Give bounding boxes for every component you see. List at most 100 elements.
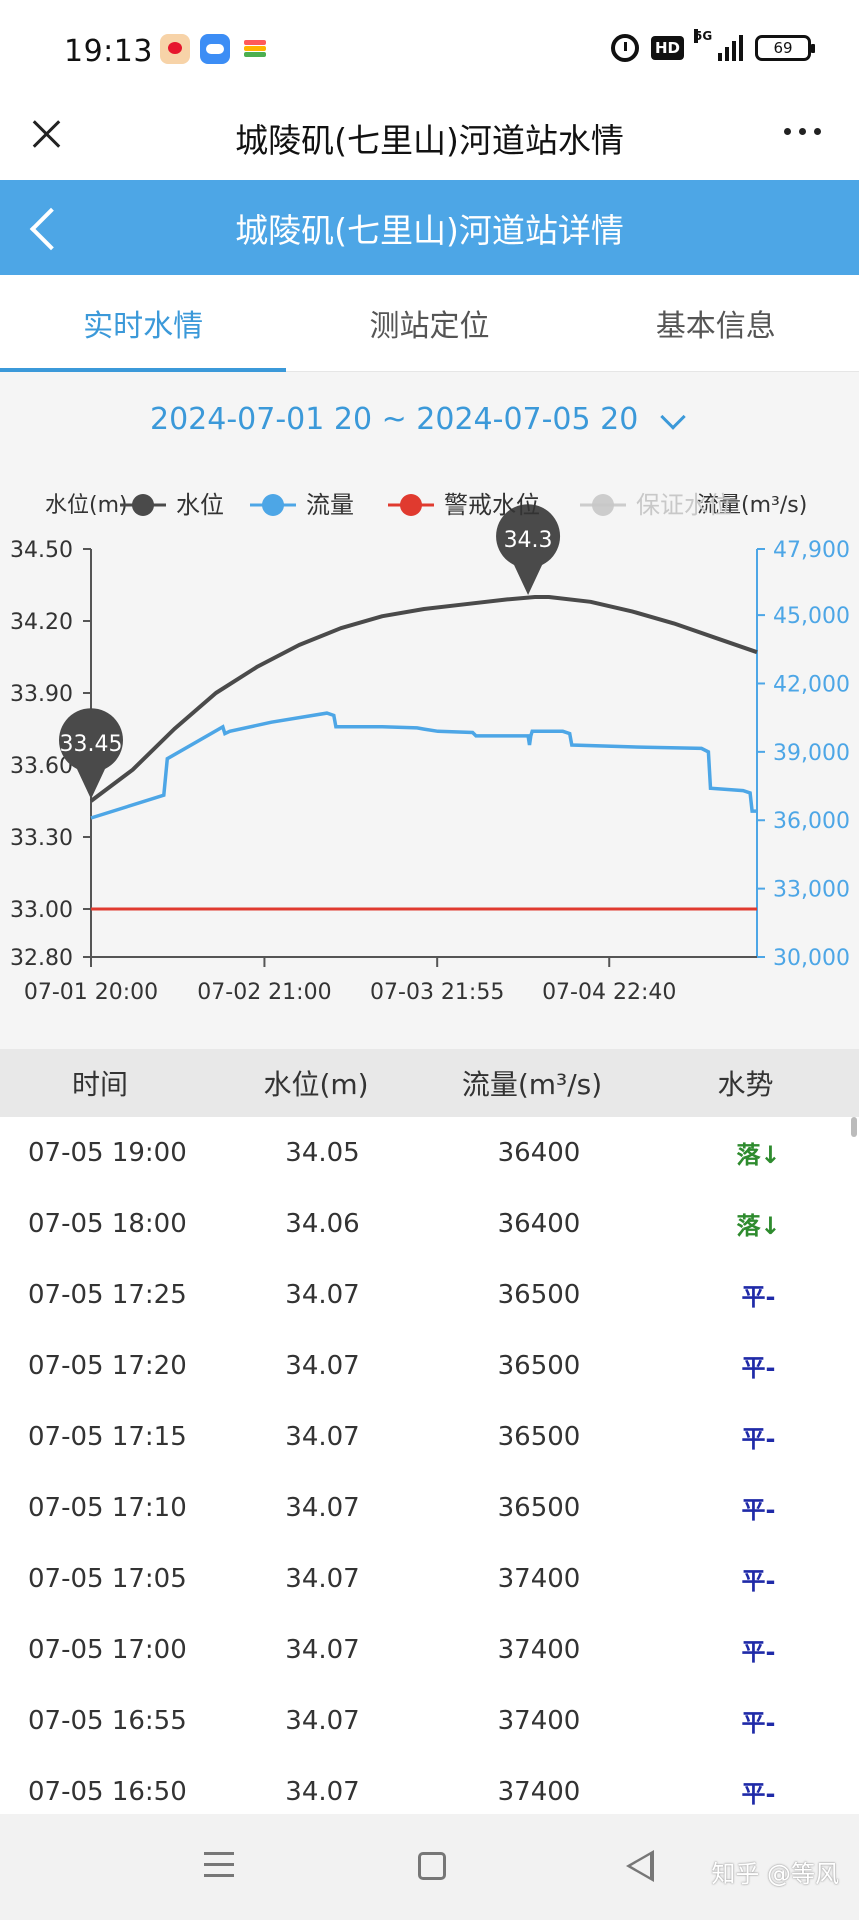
cell-trend: 平-: [741, 1425, 776, 1453]
status-time: 19:13: [64, 34, 153, 69]
table-row: 07-05 17:20 34.07 36500 平-: [0, 1330, 859, 1401]
tab-basic-info[interactable]: 基本信息: [655, 309, 776, 344]
cell-level: 34.05: [285, 1137, 360, 1168]
y-left-tick-label: 33.60: [10, 754, 73, 779]
page-header: 城陵矶(七里山)河道站详情: [0, 180, 859, 275]
signal-icon: 5G: [694, 29, 743, 61]
cell-flow: 37400: [497, 1776, 581, 1807]
system-nav-bar: 知乎 @等风: [0, 1814, 859, 1920]
cell-time: 07-05 17:10: [28, 1492, 187, 1523]
y-right-tick-label: 36,000: [773, 809, 850, 834]
peak-marker: 34.3: [496, 504, 561, 595]
cell-level: 34.07: [285, 1421, 360, 1452]
y-left-tick-label: 33.90: [10, 682, 73, 707]
alarm-icon: [610, 34, 639, 62]
cell-flow: 37400: [497, 1563, 581, 1594]
cell-level: 34.07: [285, 1279, 360, 1310]
table-row: 07-05 18:00 34.06 36400 落↓: [0, 1188, 859, 1259]
cell-time: 07-05 17:20: [28, 1350, 187, 1381]
y-right-tick-label: 42,000: [773, 672, 850, 697]
cell-level: 34.07: [285, 1705, 360, 1736]
peak-marker: 33.45: [59, 708, 123, 799]
table-row: 07-05 19:00 34.05 36400 落↓: [0, 1117, 859, 1188]
table-row: 07-05 16:50 34.07 37400 平-: [0, 1756, 859, 1814]
x-tick-label: 07-01 20:00: [24, 980, 158, 1005]
y-left-tick-label: 33.30: [10, 826, 73, 851]
cell-time: 07-05 17:00: [28, 1634, 187, 1665]
cell-trend: 平-: [741, 1354, 776, 1382]
nav-back-icon[interactable]: [626, 1850, 654, 1882]
cell-flow: 36500: [497, 1350, 581, 1381]
peak-marker-label: 34.3: [504, 528, 553, 553]
battery-icon: 69: [755, 35, 815, 61]
legend-label: 水位: [176, 491, 224, 519]
cell-level: 34.07: [285, 1350, 360, 1381]
webview-title: 城陵矶(七里山)河道站水情: [235, 121, 624, 160]
cell-level: 34.07: [285, 1776, 360, 1807]
home-icon[interactable]: [418, 1852, 446, 1880]
cell-time: 07-05 18:00: [28, 1208, 187, 1239]
y-left-tick-label: 34.50: [10, 538, 73, 563]
cell-flow: 36500: [497, 1421, 581, 1452]
cell-trend: 平-: [741, 1496, 776, 1524]
table-scrollbar[interactable]: [851, 1117, 857, 1137]
peak-marker-pin: [496, 504, 561, 595]
system-icons: HD 5G 69: [610, 29, 815, 62]
x-tick-label: 07-04 22:40: [542, 980, 676, 1005]
legend-label: 警戒水位: [444, 491, 540, 519]
table-row: 07-05 17:00 34.07 37400 平-: [0, 1614, 859, 1685]
cell-flow: 36500: [497, 1279, 581, 1310]
y-right-tick-label: 33,000: [773, 878, 850, 903]
tab-location[interactable]: 测站定位: [369, 309, 490, 344]
peak-marker-label: 33.45: [60, 732, 123, 757]
cell-trend: 平-: [741, 1567, 776, 1595]
y-right-axis-title: 流量(m³/s): [697, 493, 807, 518]
x-tick-label: 07-02 21:00: [197, 980, 331, 1005]
notification-icons: [160, 34, 270, 64]
date-range-text[interactable]: 2024-07-01 20 ~ 2024-07-05 20: [150, 402, 639, 437]
table-row: 07-05 17:15 34.07 36500 平-: [0, 1401, 859, 1472]
hd-badge: HD: [650, 36, 684, 60]
legend-marker: [400, 494, 422, 516]
date-range-selector[interactable]: 2024-07-01 20 ~ 2024-07-05 20: [0, 372, 859, 467]
more-options-icon[interactable]: [784, 128, 821, 135]
cell-flow: 36400: [497, 1208, 581, 1239]
table-row: 07-05 17:05 34.07 37400 平-: [0, 1543, 859, 1614]
y-right-tick-label: 45,000: [773, 604, 850, 629]
cell-trend: 平-: [741, 1780, 776, 1808]
y-right-tick-label: 30,000: [773, 946, 850, 971]
tab-realtime[interactable]: 实时水情: [0, 275, 287, 372]
table-row: 07-05 16:55 34.07 37400 平-: [0, 1685, 859, 1756]
table-body: 07-05 19:00 34.05 36400 落↓ 07-05 18:00 34.06 3…: [0, 1117, 859, 1814]
header-time: 时间: [71, 1068, 128, 1101]
header-level: 水位(m): [263, 1068, 369, 1101]
cloud-icon: [200, 34, 230, 64]
y-left-tick-label: 34.20: [10, 610, 73, 635]
cell-time: 07-05 19:00: [28, 1137, 187, 1168]
cell-trend: 落↓: [736, 1212, 781, 1240]
webview-titlebar: 城陵矶(七里山)河道站水情: [0, 100, 859, 180]
chevron-down-icon[interactable]: [660, 404, 686, 430]
cell-trend: 落↓: [736, 1141, 781, 1169]
y-left-tick-label: 32.80: [10, 946, 73, 971]
legend-marker: [132, 494, 154, 516]
recent-apps-icon[interactable]: [204, 1852, 234, 1878]
y-left-tick-label: 33.00: [10, 898, 73, 923]
cell-trend: 平-: [741, 1283, 776, 1311]
cell-flow: 36400: [497, 1137, 581, 1168]
header-flow: 流量(m³/s): [461, 1068, 603, 1101]
watermark: 知乎 @等风: [711, 1860, 839, 1888]
table-row: 07-05 17:10 34.07 36500 平-: [0, 1472, 859, 1543]
cell-time: 07-05 16:55: [28, 1705, 187, 1736]
cell-level: 34.07: [285, 1492, 360, 1523]
cell-time: 07-05 16:50: [28, 1776, 187, 1807]
cell-time: 07-05 17:15: [28, 1421, 187, 1452]
cell-flow: 36500: [497, 1492, 581, 1523]
legend-marker: [592, 494, 614, 516]
header-trend: 水势: [717, 1068, 774, 1101]
legend-label: 保证水位: [636, 491, 732, 519]
water-level-series-line: [89, 595, 758, 803]
water-chart: 34.50 34.20 33.90 33.60 33.30 33.00 32.80 47,90…: [0, 467, 859, 1049]
wallet-icon: [240, 34, 270, 64]
